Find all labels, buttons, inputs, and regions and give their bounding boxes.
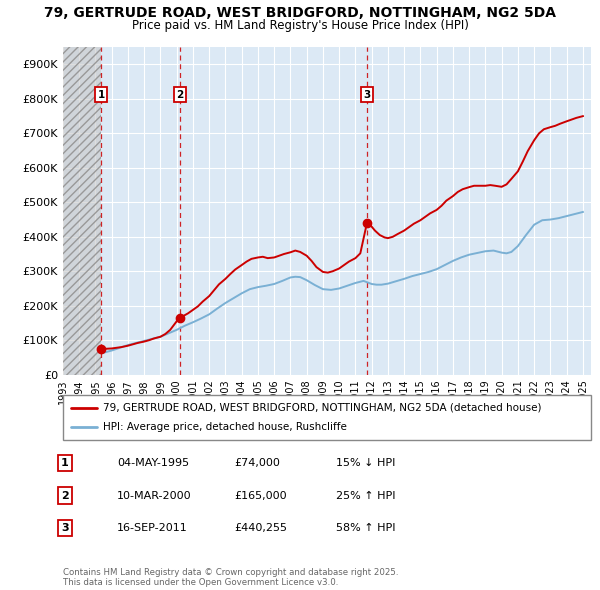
Text: HPI: Average price, detached house, Rushcliffe: HPI: Average price, detached house, Rush… (103, 422, 346, 432)
Text: 25% ↑ HPI: 25% ↑ HPI (336, 491, 395, 500)
Text: 79, GERTRUDE ROAD, WEST BRIDGFORD, NOTTINGHAM, NG2 5DA: 79, GERTRUDE ROAD, WEST BRIDGFORD, NOTTI… (44, 6, 556, 20)
Text: 10-MAR-2000: 10-MAR-2000 (117, 491, 191, 500)
Text: Price paid vs. HM Land Registry's House Price Index (HPI): Price paid vs. HM Land Registry's House … (131, 19, 469, 32)
Text: 04-MAY-1995: 04-MAY-1995 (117, 458, 189, 468)
Text: 1: 1 (61, 458, 68, 468)
Text: 2: 2 (61, 491, 68, 500)
Text: £165,000: £165,000 (234, 491, 287, 500)
Text: 16-SEP-2011: 16-SEP-2011 (117, 523, 188, 533)
Text: 2: 2 (176, 90, 184, 100)
Text: £440,255: £440,255 (234, 523, 287, 533)
Text: 3: 3 (61, 523, 68, 533)
Text: Contains HM Land Registry data © Crown copyright and database right 2025.
This d: Contains HM Land Registry data © Crown c… (63, 568, 398, 587)
Text: 15% ↓ HPI: 15% ↓ HPI (336, 458, 395, 468)
Text: 79, GERTRUDE ROAD, WEST BRIDGFORD, NOTTINGHAM, NG2 5DA (detached house): 79, GERTRUDE ROAD, WEST BRIDGFORD, NOTTI… (103, 403, 541, 412)
FancyBboxPatch shape (63, 395, 591, 440)
Text: £74,000: £74,000 (234, 458, 280, 468)
Text: 58% ↑ HPI: 58% ↑ HPI (336, 523, 395, 533)
Text: 1: 1 (98, 90, 105, 100)
Text: 3: 3 (364, 90, 371, 100)
